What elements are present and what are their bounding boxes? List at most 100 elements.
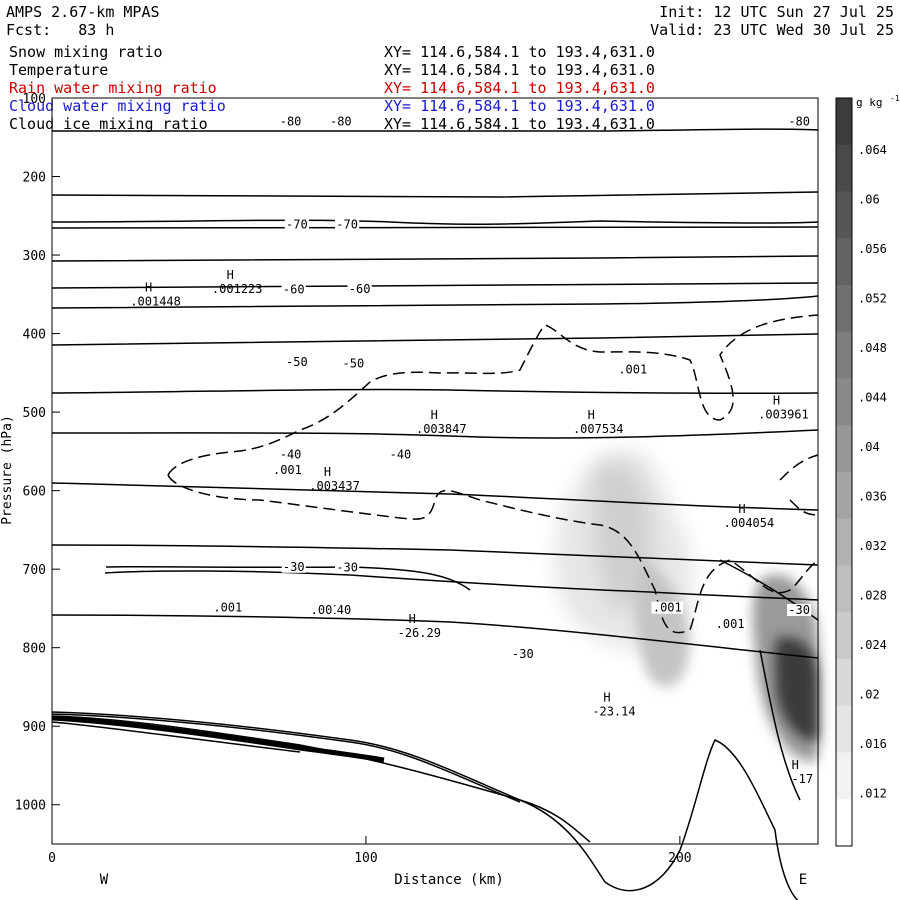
y-tick-label: 200 [23,171,46,186]
isotherm-label-bg [787,603,812,616]
h-marker: H [792,758,799,772]
isotherm-label-bg [341,357,366,370]
isotherm-contour [51,715,591,843]
mixing-ratio-label-bg [335,603,353,616]
h-marker: H [738,502,745,516]
colorbar-swatch [836,425,852,473]
mixing-ratio-label: .001 [273,463,302,477]
cloud-mixing-contour [779,454,819,481]
colorbar-swatch [836,378,852,426]
isotherm-label: -30 [512,647,534,661]
h-marker: H [431,408,438,422]
colorbar-tick-label: .06 [858,193,880,207]
valid-time: Valid: 23 UTC Wed 30 Jul 25 [650,21,894,39]
isotherm-contour [51,544,819,566]
field-range: XY= 114.6,584.1 to 193.4,631.0 [384,97,655,115]
plot-frame [51,97,819,845]
field-name: Rain water mixing ratio [9,79,217,97]
isotherm-contour [105,565,471,591]
y-tick-label: 100 [23,92,46,107]
isotherm-contour [51,191,819,198]
field-range: XY= 114.6,584.1 to 193.4,631.0 [384,61,655,79]
isotherm-label-bg [278,115,303,128]
isotherm-contour [51,713,521,803]
isotherm-label-bg [281,283,306,296]
isotherm-label: -70 [286,217,308,231]
cloud-mixing-contour [167,474,819,634]
colorbar-tick-label: .016 [858,737,887,751]
cloud-mixing-contour [789,499,819,516]
mixing-ratio-label-bg [616,363,649,376]
isotherm-contour [51,295,819,309]
h-marker: H [588,408,595,422]
contour-lines [51,128,819,900]
isotherm-label: -40 [280,448,302,462]
max-value-label: -23.14 [592,705,635,719]
forecast-hour: Fcst: 83 h [6,21,114,39]
isotherm-contour [51,219,819,225]
y-tick-label: 700 [23,563,46,578]
colorbar-tick-label: .044 [858,391,887,405]
max-value-label: .003437 [309,479,360,493]
colorbar-tick-label: .032 [858,539,887,553]
init-time: Init: 12 UTC Sun 27 Jul 25 [659,3,894,21]
colorbar-swatch [836,238,852,286]
cloud-mixing-contour [167,314,819,476]
terrain-band [51,715,385,763]
field-range: XY= 114.6,584.1 to 193.4,631.0 [384,79,655,97]
y-axis-label: Pressure (hPa) [0,415,15,525]
mixing-ratio-label: .001 [653,601,682,615]
isotherm-contour [51,614,819,659]
isotherm-contour [51,333,819,346]
isotherm-label-bg [334,561,360,574]
colorbar-swatch [836,331,852,379]
colorbar-tick-label: .048 [858,341,887,355]
y-tick-label: 800 [23,642,46,657]
colorbar-tick-label: .036 [858,490,887,504]
field-name: Snow mixing ratio [9,43,163,61]
isotherm-label: -80 [330,115,352,129]
mixing-ratio-label-bg [271,464,304,477]
colorbar-swatch [836,144,852,192]
y-tick-label: 600 [23,485,46,500]
isotherm-label: -70 [336,217,358,231]
isotherm-contour [759,649,801,801]
colorbar-swatch [836,472,852,520]
colorbar-unit: g kg [856,96,883,109]
colorbar-tick-label: .024 [858,638,887,652]
colorbar-tick-label: .052 [858,292,887,306]
isotherm-label-bg [284,218,309,231]
colorbar-swatch [836,191,852,239]
isotherm-contour [104,570,819,601]
colorbar-frame [835,97,853,847]
y-tick-label: 500 [23,406,46,421]
isotherm-label: -30 [788,603,810,617]
x-left-end-label: W [100,872,109,888]
isotherm-label: -30 [336,561,358,575]
colorbar-swatch [836,659,852,707]
h-marker: H [324,465,331,479]
isotherm-label: -80 [788,115,810,129]
max-value-label: -17 [791,772,813,786]
x-right-end-label: E [799,872,807,888]
mixing-ratio-label: 40 [337,603,351,617]
isotherm-label-bg [388,448,413,461]
x-tick-label: 100 [354,851,377,866]
colorbar-swatch [836,98,852,146]
forecast-value: 83 h [78,21,115,39]
h-marker: H [773,394,780,408]
isotherm-label-bg [278,448,303,461]
mixing-ratio-label-bg [714,618,746,631]
mixing-ratio-label: .001 [716,617,745,631]
h-marker: H [145,281,152,295]
isotherm-contour [51,721,301,753]
h-marker: H [603,691,610,705]
x-tick-label: 0 [48,851,56,866]
isotherm-label-bg [347,282,372,295]
isotherm-label-bg [510,647,536,660]
isotherm-contour [51,282,819,289]
field-range: XY= 114.6,584.1 to 193.4,631.0 [384,115,655,133]
max-value-label: .001448 [130,295,181,309]
mixing-ratio-label-bg [309,603,341,616]
